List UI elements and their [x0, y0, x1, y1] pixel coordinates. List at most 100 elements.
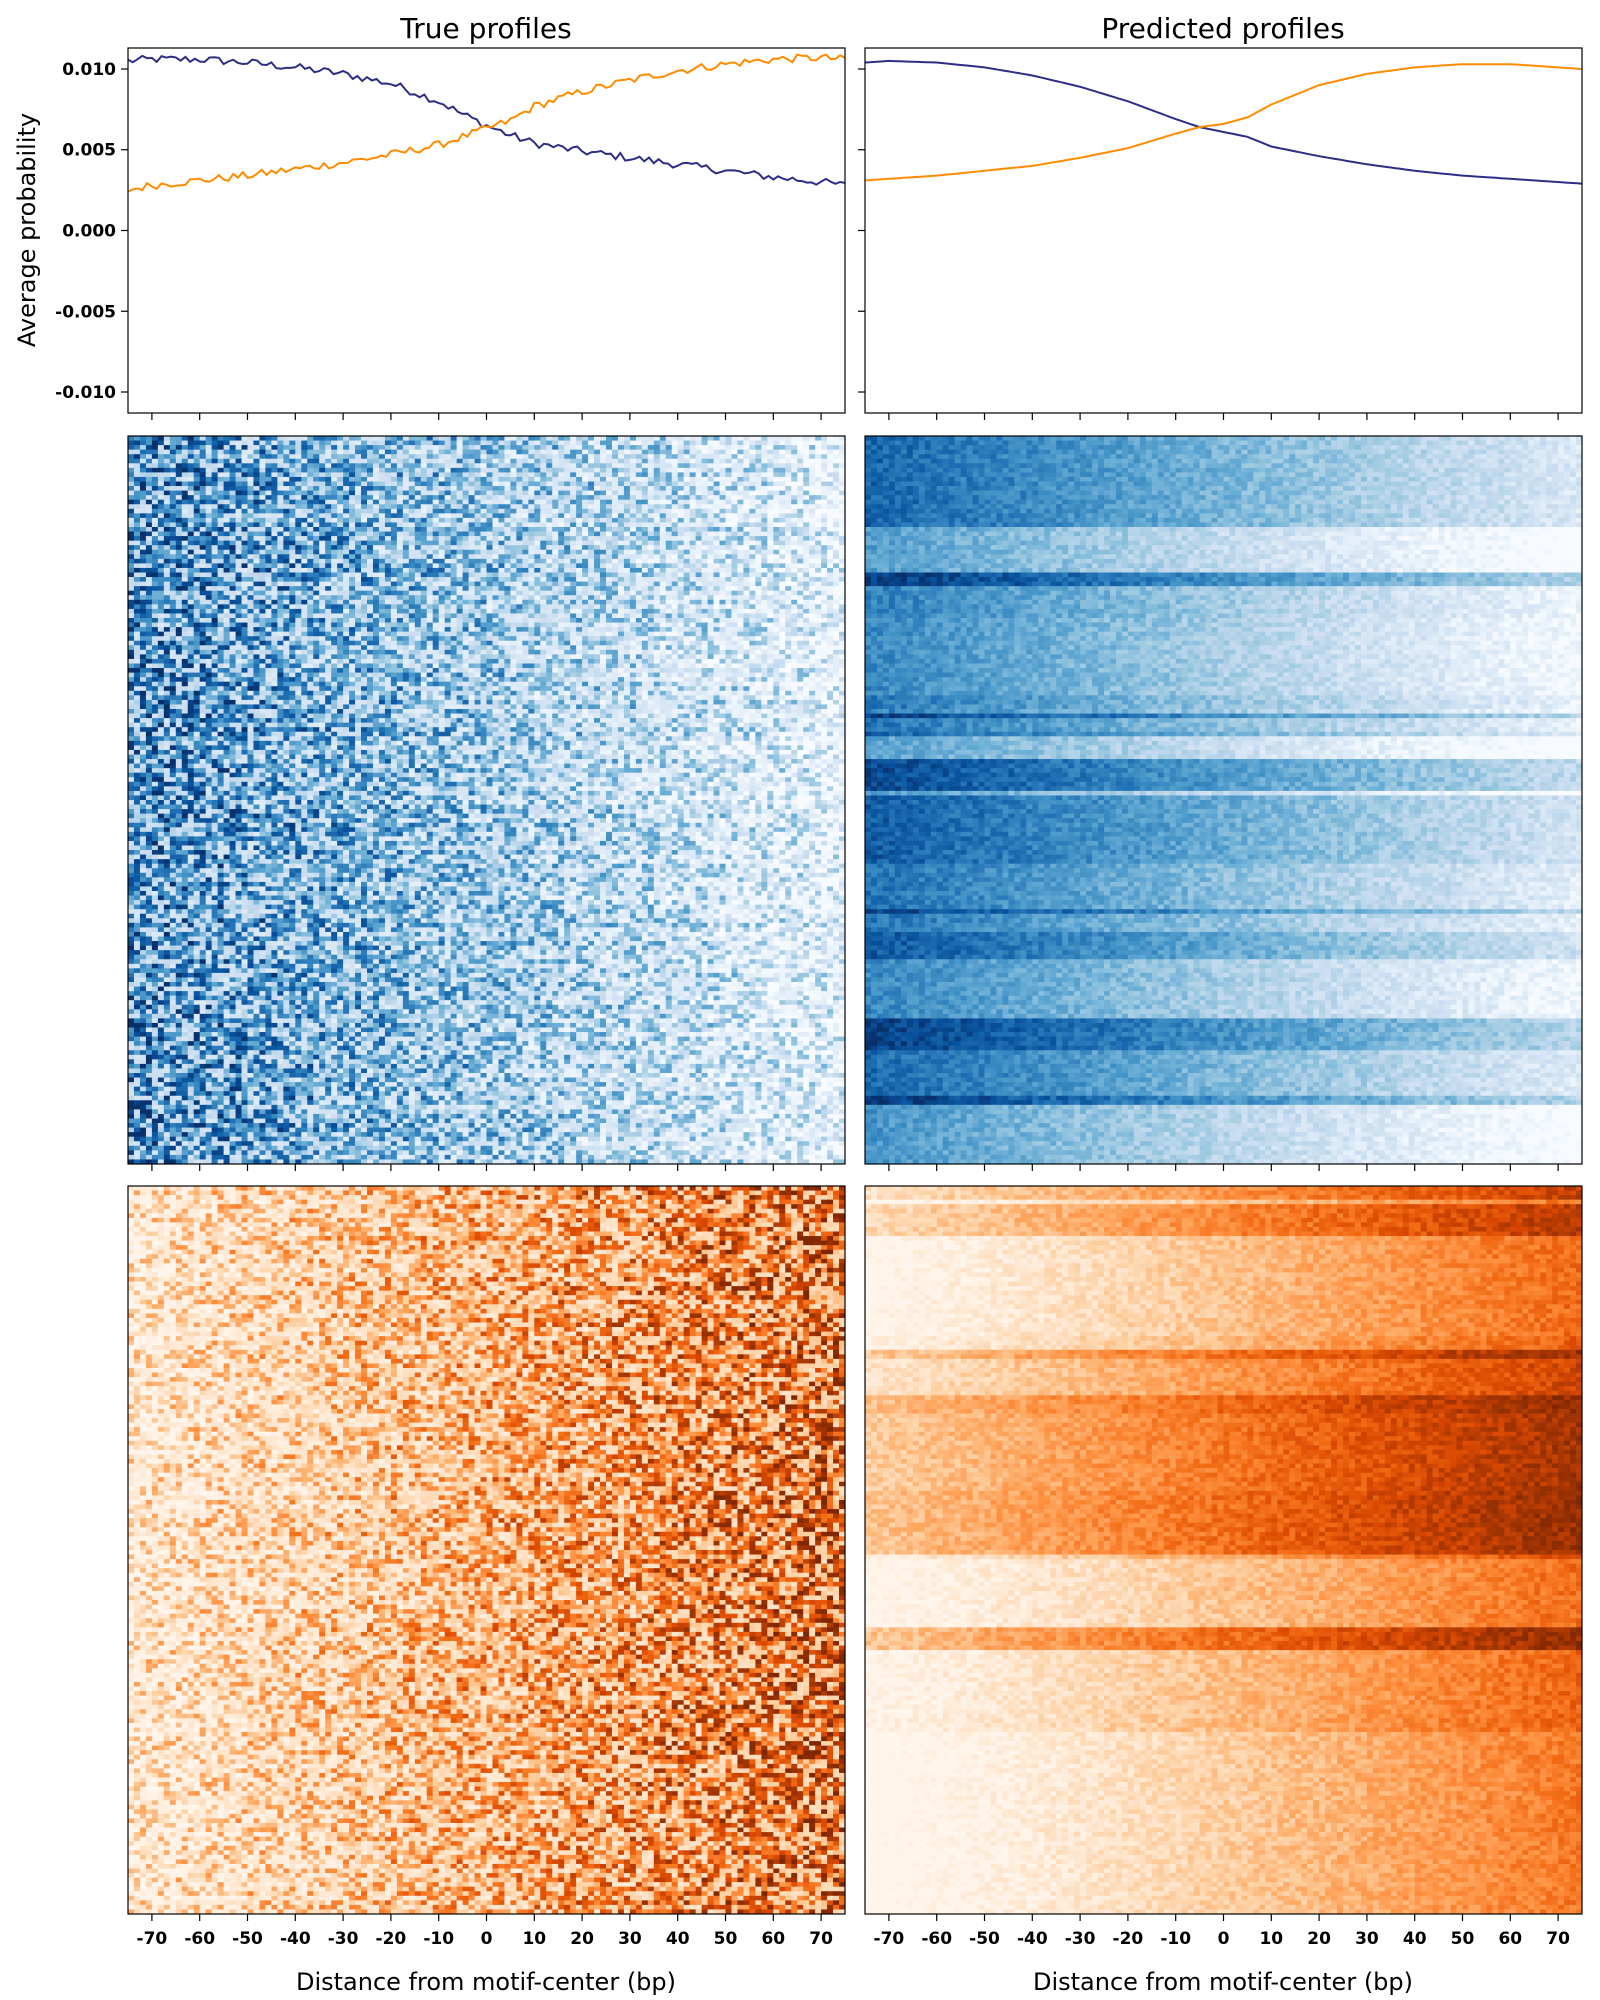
heatmap-cell: [714, 463, 721, 468]
heatmap-cell: [242, 532, 249, 537]
heatmap-cell: [791, 491, 798, 496]
heatmap-cell: [367, 550, 374, 555]
heatmap-cell: [743, 536, 750, 541]
heatmap-cell: [534, 445, 541, 450]
heatmap-cell: [504, 604, 511, 609]
heatmap-cell: [708, 563, 715, 568]
heatmap-cell: [212, 545, 219, 550]
heatmap-cell: [265, 536, 272, 541]
heatmap-cell: [510, 600, 517, 605]
heatmap-cell: [618, 468, 625, 473]
heatmap-cell: [773, 541, 780, 546]
heatmap-cell: [164, 513, 171, 518]
heatmap-cell: [761, 468, 768, 473]
heatmap-cell: [558, 491, 565, 496]
heatmap-cell: [277, 495, 284, 500]
heatmap-cell: [648, 573, 655, 578]
heatmap-cell: [349, 600, 356, 605]
heatmap-cell: [349, 559, 356, 564]
heatmap-cell: [337, 573, 344, 578]
heatmap-cell: [833, 500, 840, 505]
heatmap-cell: [415, 500, 422, 505]
heatmap-cell: [797, 450, 804, 455]
heatmap-cell: [803, 600, 810, 605]
heatmap-cell: [684, 527, 691, 532]
heatmap-cell: [576, 573, 583, 578]
heatmap-cell: [779, 477, 786, 482]
heatmap-cell: [200, 532, 207, 537]
heatmap-cell: [218, 623, 225, 628]
heatmap-cell: [714, 613, 721, 618]
heatmap-cell: [570, 504, 577, 509]
heatmap-cell: [397, 445, 404, 450]
heatmap-cell: [170, 550, 177, 555]
heatmap-cell: [666, 509, 673, 514]
heatmap-cell: [224, 472, 231, 477]
heatmap-cell: [457, 491, 464, 496]
heatmap-cell: [271, 522, 278, 527]
heatmap-cell: [206, 468, 213, 473]
heatmap-cell: [427, 441, 434, 446]
heatmap-cell: [230, 527, 237, 532]
heatmap-cell: [618, 450, 625, 455]
heatmap-cell: [433, 595, 440, 600]
heatmap-cell: [277, 545, 284, 550]
heatmap-cell: [720, 482, 727, 487]
heatmap-cell: [576, 559, 583, 564]
heatmap-cell: [731, 513, 738, 518]
heatmap-cell: [666, 568, 673, 573]
heatmap-cell: [319, 450, 326, 455]
heatmap-cell: [457, 522, 464, 527]
heatmap-cell: [236, 609, 243, 614]
heatmap-cell: [809, 472, 816, 477]
heatmap-cell: [355, 618, 362, 623]
heatmap-cell: [534, 527, 541, 532]
heatmap-cell: [779, 618, 786, 623]
heatmap-cell: [636, 536, 643, 541]
heatmap-cell: [445, 459, 452, 464]
heatmap-cell: [361, 509, 368, 514]
heatmap-cell: [558, 550, 565, 555]
heatmap-cell: [421, 436, 428, 441]
heatmap-cell: [660, 482, 667, 487]
heatmap-cell: [600, 554, 607, 559]
heatmap-cell: [391, 495, 398, 500]
heatmap-cell: [726, 550, 733, 555]
heatmap-cell: [576, 536, 583, 541]
heatmap-cell: [809, 554, 816, 559]
heatmap-cell: [516, 454, 523, 459]
heatmap-cell: [469, 623, 476, 628]
heatmap-cell: [761, 472, 768, 477]
heatmap-cell: [492, 545, 499, 550]
heatmap-cell: [253, 595, 260, 600]
heatmap-cell: [564, 491, 571, 496]
heatmap-cell: [546, 477, 553, 482]
heatmap-cell: [212, 463, 219, 468]
heatmap-cell: [504, 586, 511, 591]
heatmap-cell: [720, 545, 727, 550]
heatmap-cell: [349, 504, 356, 509]
heatmap-cell: [516, 518, 523, 523]
heatmap-cell: [588, 550, 595, 555]
heatmap-cell: [708, 468, 715, 473]
heatmap-cell: [582, 582, 589, 587]
heatmap-cell: [708, 509, 715, 514]
heatmap-cell: [510, 482, 517, 487]
heatmap-cell: [283, 618, 290, 623]
heatmap-cell: [576, 441, 583, 446]
heatmap-cell: [277, 609, 284, 614]
heatmap-cell: [702, 532, 709, 537]
heatmap-cell: [672, 618, 679, 623]
heatmap-cell: [373, 468, 380, 473]
heatmap-cell: [469, 468, 476, 473]
heatmap-cell: [654, 568, 661, 573]
heatmap-cell: [283, 468, 290, 473]
heatmap-cell: [749, 445, 756, 450]
heatmap-cell: [283, 568, 290, 573]
heatmap-cell: [761, 591, 768, 596]
heatmap-cell: [498, 436, 505, 441]
heatmap-cell: [200, 504, 207, 509]
heatmap-cell: [469, 554, 476, 559]
heatmap-cell: [170, 573, 177, 578]
heatmap-cell: [188, 450, 195, 455]
